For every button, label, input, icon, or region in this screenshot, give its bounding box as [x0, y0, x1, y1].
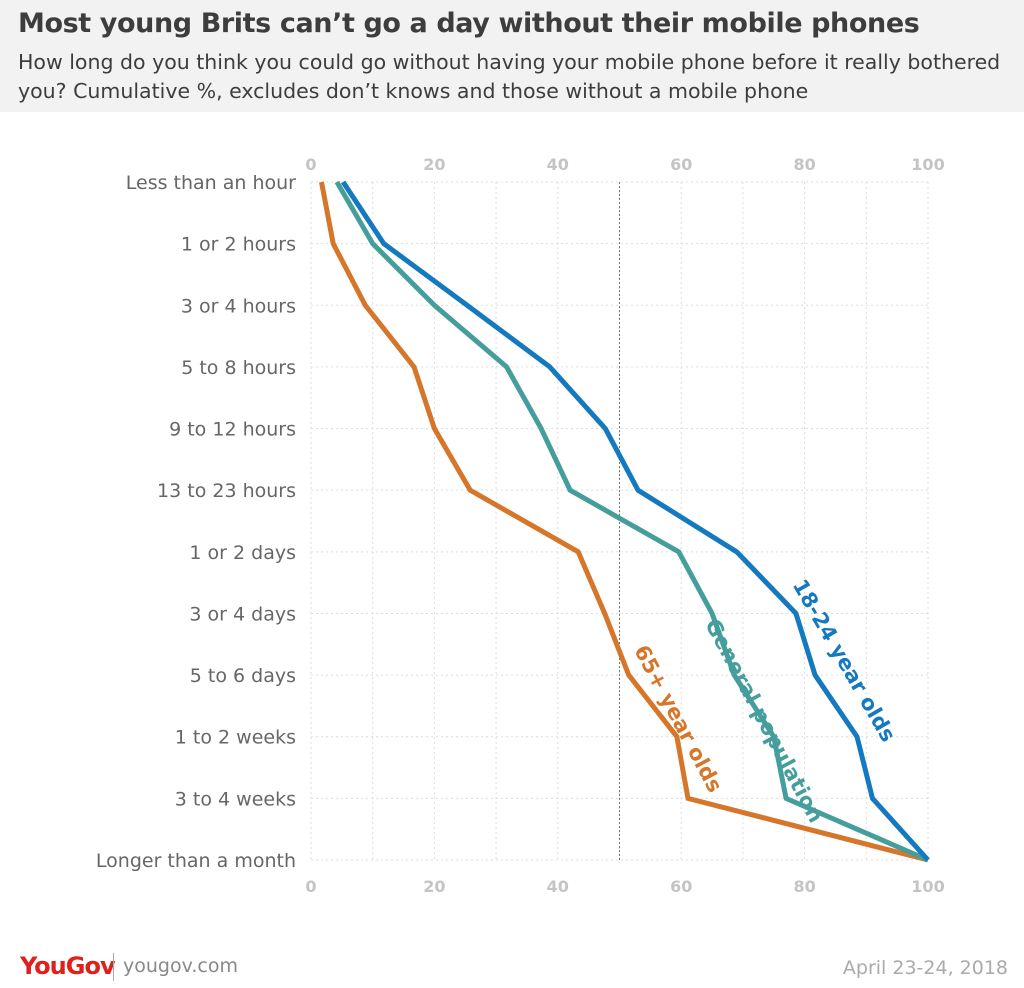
category-label: 3 or 4 days	[189, 603, 296, 625]
category-label: Longer than a month	[96, 850, 296, 872]
footer-date: April 23-24, 2018	[842, 957, 1008, 979]
x-tick-label-bottom: 20	[423, 877, 445, 896]
category-label: 9 to 12 hours	[169, 419, 296, 441]
x-tick-label-top: 40	[547, 155, 569, 174]
x-tick-label-top: 0	[305, 155, 316, 174]
series-line	[340, 180, 930, 862]
series-line	[334, 180, 929, 863]
category-label: Less than an hour	[126, 172, 296, 194]
chart-subtitle: How long do you think you could go witho…	[18, 50, 1001, 103]
x-tick-label-top: 80	[793, 155, 815, 174]
footer-divider	[113, 953, 114, 981]
category-label: 5 to 8 hours	[181, 357, 296, 379]
x-tick-label-bottom: 40	[547, 877, 569, 896]
x-tick-label-bottom: 60	[670, 877, 692, 896]
x-tick-label-bottom: 100	[911, 877, 944, 896]
category-label: 1 to 2 weeks	[175, 727, 296, 749]
category-label: 1 or 2 hours	[181, 234, 296, 256]
x-tick-label-bottom: 0	[305, 877, 316, 896]
chart-title: Most young Brits can’t go a day without …	[18, 8, 920, 39]
yougov-logo: YouGov	[20, 952, 116, 980]
category-label: 5 to 6 days	[190, 665, 296, 687]
x-tick-label-top: 100	[911, 155, 944, 174]
category-label: 1 or 2 days	[189, 542, 296, 564]
footer-url[interactable]: yougov.com	[123, 955, 238, 977]
series-label: 65+ year olds	[629, 641, 727, 796]
category-label: 3 to 4 weeks	[175, 788, 296, 810]
category-label: 13 to 23 hours	[157, 480, 296, 502]
x-tick-label-top: 20	[423, 155, 445, 174]
category-label: 3 or 4 hours	[181, 295, 296, 317]
x-tick-label-bottom: 80	[793, 877, 815, 896]
x-tick-label-top: 60	[670, 155, 692, 174]
header: Most young Brits can’t go a day without …	[0, 0, 1024, 112]
series-line	[319, 181, 929, 863]
series-label: General population	[700, 615, 828, 827]
